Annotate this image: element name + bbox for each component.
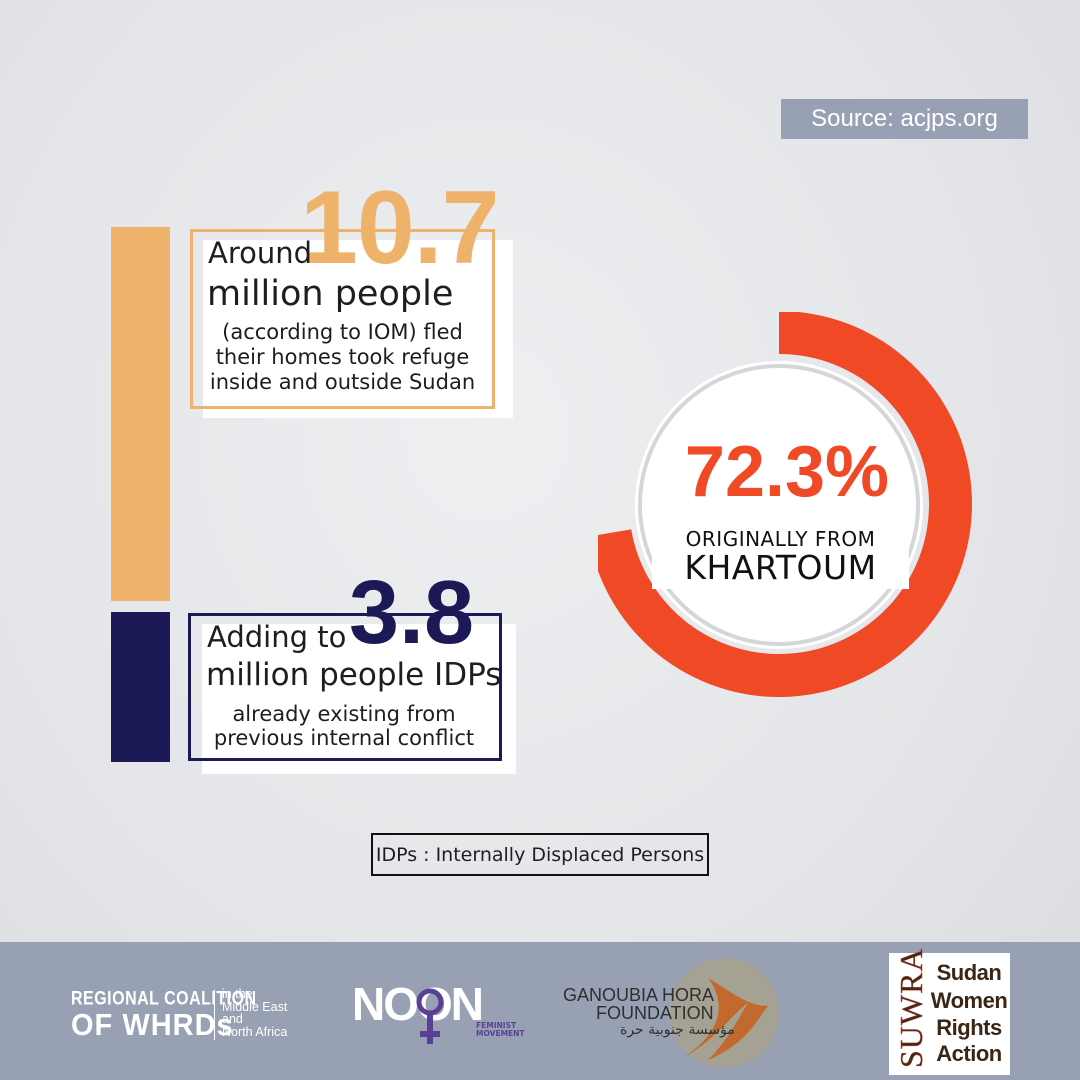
ganoubia-arabic: مؤسسة جنوبية حرة (620, 1022, 735, 1038)
suwra-logo (889, 953, 1010, 1075)
noon-logo: NOON (352, 978, 484, 1044)
suwra-vertical-text: SUWRA (893, 947, 930, 1068)
donut-label-band (652, 519, 909, 589)
ganoubia-line1: GANOUBIA HORA (563, 985, 715, 1005)
idps-prefix: Adding to (207, 620, 347, 654)
idps-footnote: IDPs : Internally Displaced Persons (371, 833, 709, 876)
displaced-description-line: (according to IOM) fled (222, 320, 463, 344)
displaced-prefix: Around (208, 236, 313, 270)
coalition-logo-divider (214, 990, 215, 1040)
bird-icon (683, 978, 768, 1060)
ganoubia-line2: FOUNDATION (596, 1003, 714, 1023)
coalition-logo-region: in the Middle East and North Africa (222, 988, 287, 1038)
card-displaced-frame (190, 229, 495, 409)
noon-subtitle-line: MOVEMENT (476, 1029, 525, 1038)
donut-label-line1: ORIGINALLY FROM (685, 527, 876, 551)
idps-description: already existing from previous internal … (200, 702, 488, 750)
coalition-logo-line2: OF WHRDs (71, 1009, 234, 1043)
bar-displaced-total (111, 227, 170, 601)
source-badge: Source: acjps.org (781, 99, 1028, 139)
displaced-number: 10.7 (300, 170, 499, 286)
noon-logo-subtitle: FEMINIST MOVEMENT (476, 1022, 525, 1038)
ganoubia-hora-logo (669, 958, 779, 1068)
khartoum-percentage: 72.3% (684, 432, 890, 512)
displaced-description-line: inside and outside Sudan (209, 370, 476, 394)
suwra-word: Action (936, 1041, 1002, 1066)
noon-subtitle-line: FEMINIST (476, 1021, 517, 1030)
donut-label-line2: KHARTOUM (684, 548, 877, 587)
suwra-word: Women (930, 988, 1008, 1013)
idps-number: 3.8 (349, 563, 475, 663)
coalition-region-line: and (222, 1012, 243, 1026)
coalition-region-line: Middle East (222, 999, 288, 1014)
coalition-region-line: North Africa (222, 1024, 288, 1039)
idps-description-line: already existing from (232, 702, 456, 726)
idps-unit: million people IDPs (206, 657, 502, 693)
donut-center-circle (638, 364, 920, 646)
displaced-description-line: their homes took refuge (215, 345, 470, 369)
coalition-region-line: in the (222, 987, 253, 1001)
card-idps-frame (188, 613, 502, 761)
bar-existing-idps (111, 612, 170, 762)
suwra-word: Rights (936, 1015, 1002, 1040)
card-idps-background (202, 624, 516, 774)
suwra-word: Sudan (936, 960, 1002, 985)
displaced-description: (according to IOM) fled their homes took… (200, 320, 485, 395)
card-displaced-background (203, 240, 513, 418)
coalition-logo-line1: REGIONAL COALITION (71, 989, 257, 1010)
idps-description-line: previous internal conflict (213, 726, 475, 750)
displaced-unit: million people (207, 274, 454, 314)
